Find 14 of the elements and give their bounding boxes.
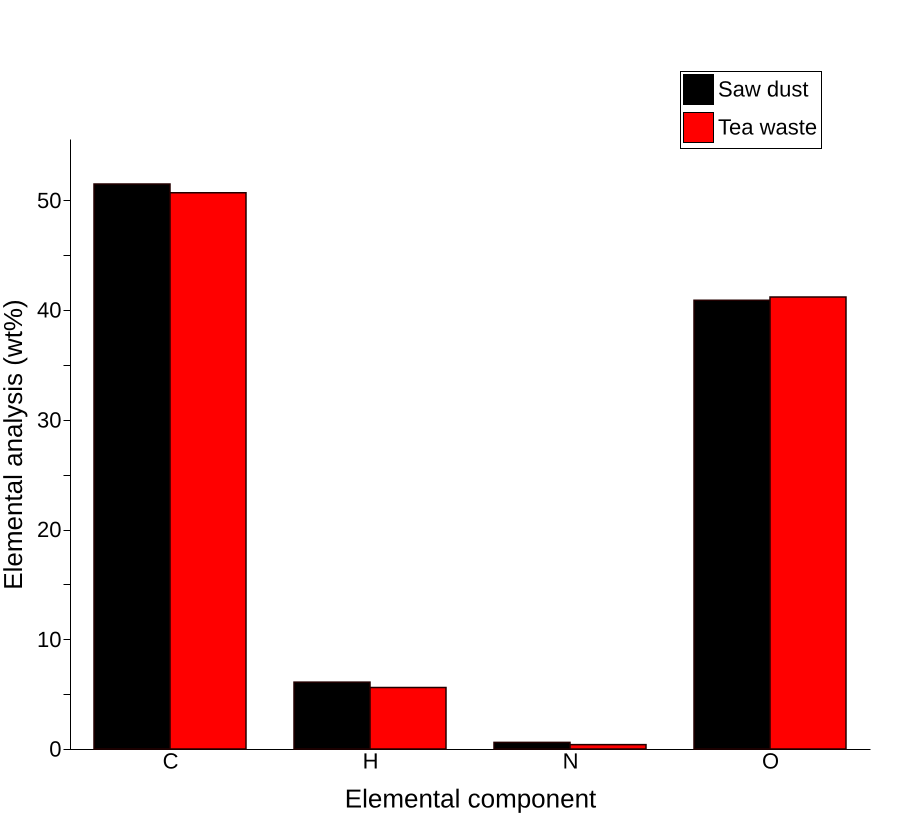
x-tick-label: C: [162, 748, 179, 774]
y-tick-label: 40: [37, 298, 62, 323]
x-tick-label: H: [362, 748, 378, 774]
legend-label: Tea waste: [718, 114, 818, 140]
y-tick-label: 10: [37, 626, 62, 652]
x-tick-label: O: [762, 748, 780, 774]
x-axis-title: Elemental component: [344, 784, 598, 814]
y-axis-title: Elemental analysis (wt%): [0, 299, 28, 590]
x-tick-label: N: [562, 748, 578, 774]
y-tick-label: 50: [37, 188, 62, 213]
y-tick-label: 20: [37, 517, 62, 542]
y-tick-label: 30: [37, 407, 62, 432]
legend-label: Saw dust: [718, 76, 808, 102]
y-tick-label: 0: [49, 736, 62, 762]
